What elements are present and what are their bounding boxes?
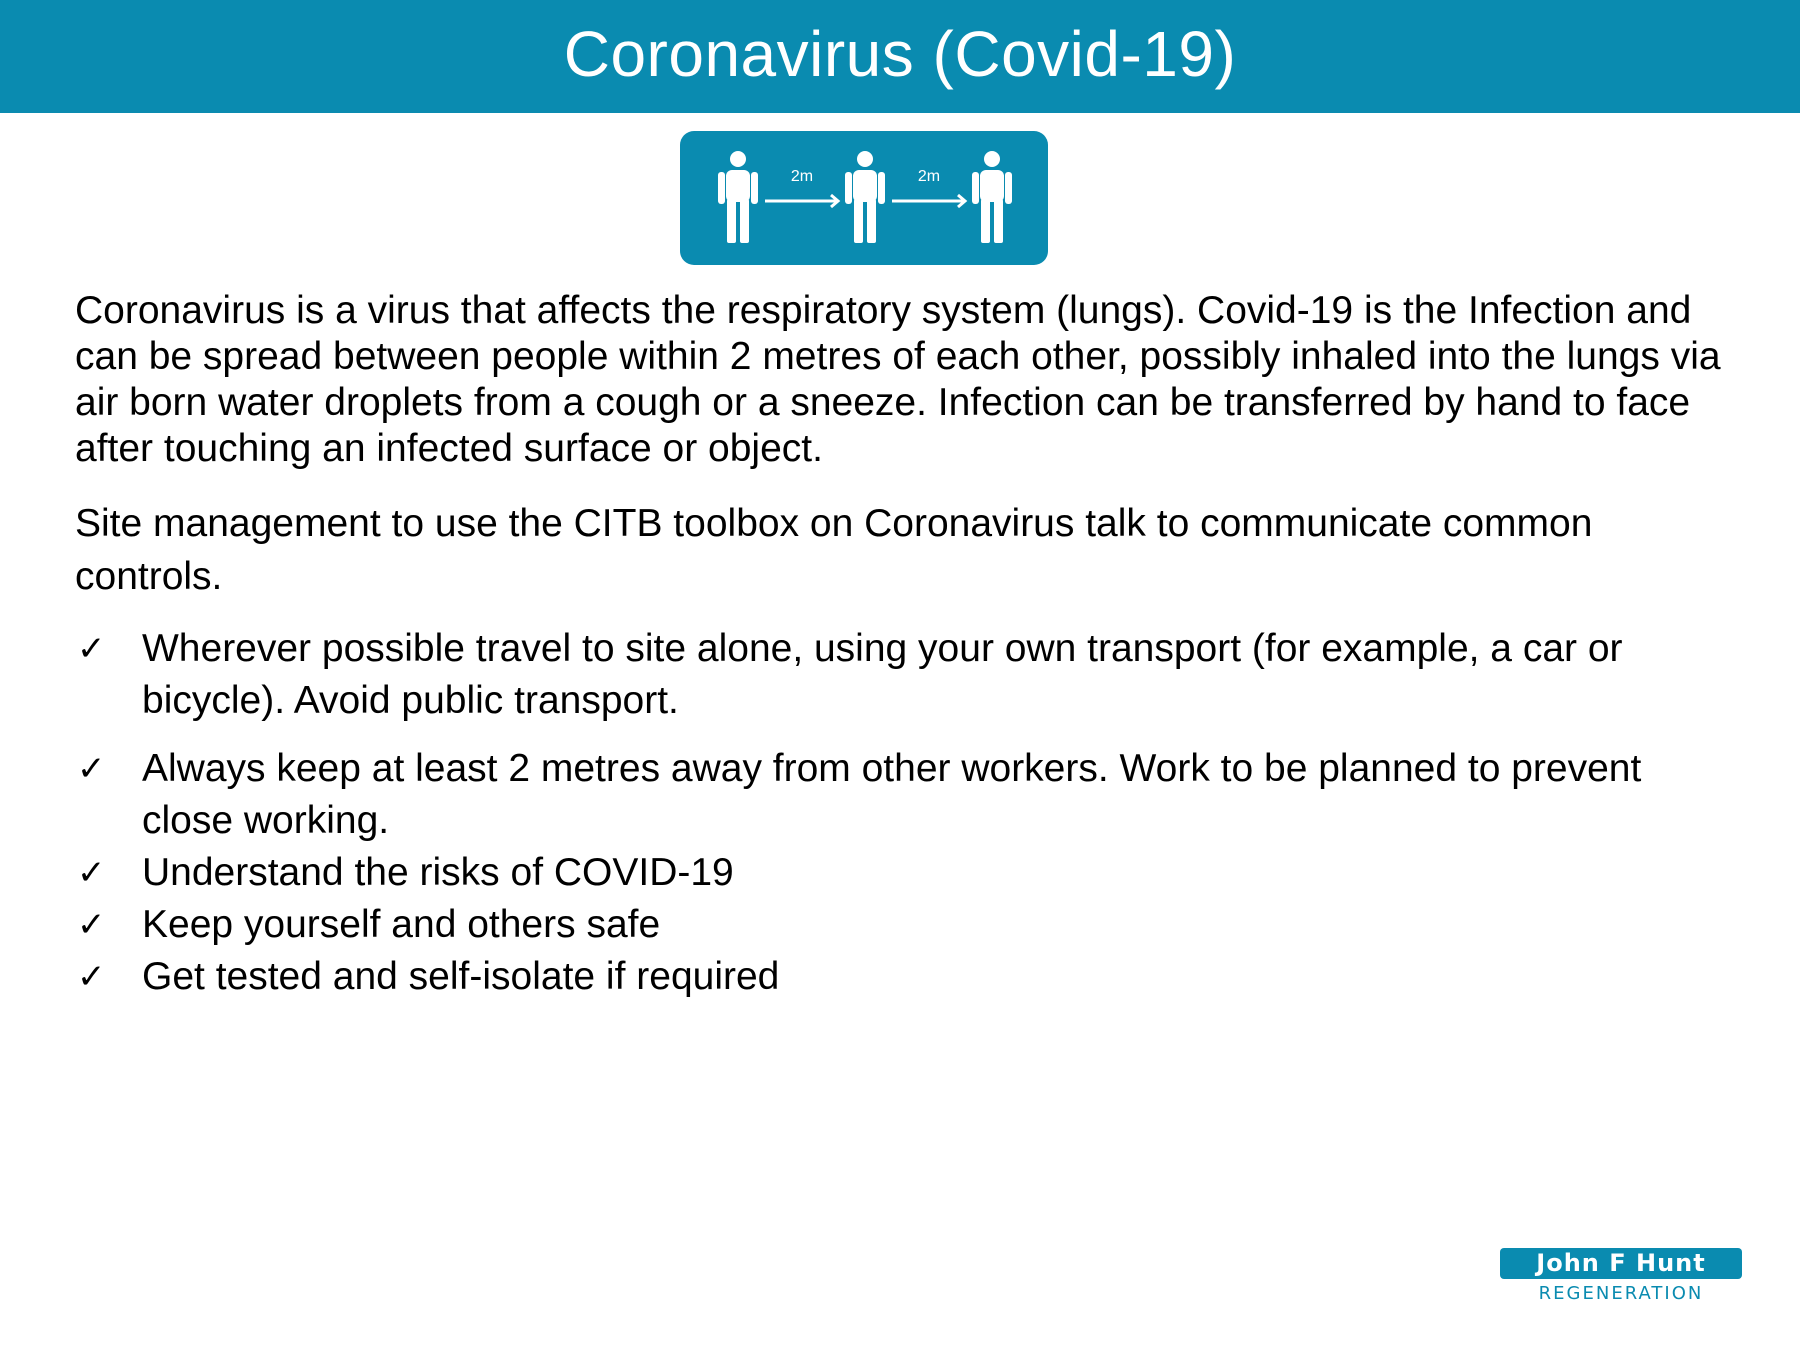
list-item-text: Always keep at least 2 metres away from … [142,747,1642,842]
checkmark-icon: ✓ [77,957,106,997]
distance-label: 2m [918,168,940,185]
social-distancing-icon: 2m 2m [680,131,1048,265]
person-icon [972,151,1012,243]
social-distancing-graphic: 2m 2m [718,151,1012,243]
list-item-text: Get tested and self-isolate if required [142,955,780,998]
checkmark-icon: ✓ [77,629,106,669]
header-bar: Coronavirus (Covid-19) [0,0,1800,113]
double-arrow-icon [892,193,968,209]
list-item-text: Keep yourself and others safe [142,903,661,946]
person-icon [718,151,758,243]
logo-subtitle: REGENERATION [1538,1283,1704,1304]
checkmark-icon: ✓ [77,905,106,945]
list-item: ✓ Always keep at least 2 metres away fro… [75,743,1735,847]
checkmark-icon: ✓ [77,853,106,893]
list-item-text: Understand the risks of COVID-19 [142,851,734,894]
double-arrow-icon [765,193,841,209]
company-logo: John F Hunt REGENERATION [1500,1248,1742,1304]
intro-paragraph: Coronavirus is a virus that affects the … [75,289,1721,470]
page-title: Coronavirus (Covid-19) [563,17,1237,90]
list-item: ✓ Get tested and self-isolate if require… [75,951,1735,1003]
list-item: ✓ Understand the risks of COVID-19 [75,847,1735,899]
logo-name: John F Hunt [1500,1248,1742,1279]
main-content: Coronavirus is a virus that affects the … [75,288,1735,1003]
checkmark-icon: ✓ [77,749,106,789]
controls-checklist: ✓ Wherever possible travel to site alone… [75,623,1735,1003]
list-item-text: Wherever possible travel to site alone, … [142,627,1623,722]
list-item: ✓ Keep yourself and others safe [75,899,1735,951]
distance-label: 2m [791,168,813,185]
list-item: ✓ Wherever possible travel to site alone… [75,623,1735,727]
management-paragraph: Site management to use the CITB toolbox … [75,502,1593,598]
person-icon [845,151,885,243]
